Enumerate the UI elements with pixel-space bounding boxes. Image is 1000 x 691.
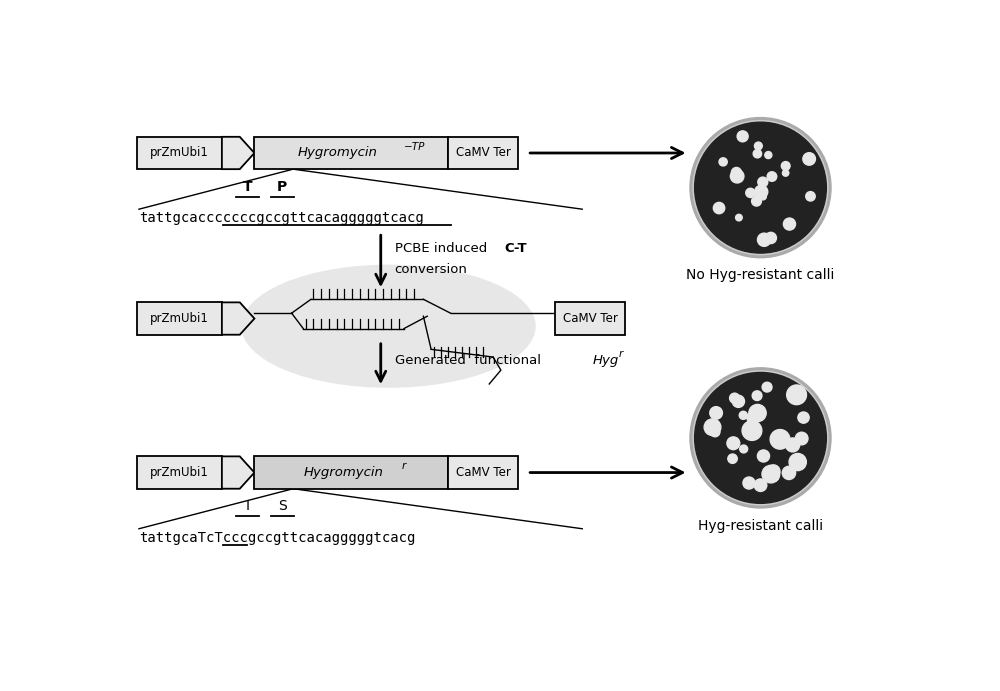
Circle shape	[757, 233, 771, 247]
Text: prZmUbi1: prZmUbi1	[150, 146, 209, 160]
Circle shape	[754, 142, 762, 150]
Circle shape	[690, 368, 831, 508]
Circle shape	[730, 169, 744, 183]
Text: S: S	[278, 500, 287, 513]
FancyBboxPatch shape	[137, 137, 222, 169]
Circle shape	[783, 218, 796, 230]
Circle shape	[754, 479, 767, 491]
Circle shape	[747, 412, 759, 424]
Circle shape	[760, 193, 766, 200]
Text: Hyg-resistant calli: Hyg-resistant calli	[698, 519, 823, 533]
Circle shape	[690, 117, 831, 258]
Circle shape	[755, 185, 768, 198]
Circle shape	[798, 412, 809, 423]
Text: C-T: C-T	[505, 242, 527, 254]
Circle shape	[765, 151, 772, 158]
Circle shape	[737, 131, 748, 142]
Circle shape	[742, 421, 762, 440]
Circle shape	[727, 437, 740, 450]
Circle shape	[787, 385, 806, 405]
Circle shape	[695, 122, 826, 253]
Circle shape	[767, 465, 780, 478]
Text: conversion: conversion	[395, 263, 468, 276]
Circle shape	[803, 153, 815, 165]
Circle shape	[710, 427, 720, 437]
Text: CaMV Ter: CaMV Ter	[456, 146, 510, 160]
FancyBboxPatch shape	[254, 137, 448, 169]
Circle shape	[753, 149, 762, 158]
Text: T: T	[243, 180, 252, 193]
Ellipse shape	[241, 265, 536, 388]
Circle shape	[782, 170, 789, 176]
Text: Hygromycin: Hygromycin	[297, 146, 377, 160]
FancyBboxPatch shape	[448, 456, 518, 489]
Text: PCBE induced: PCBE induced	[395, 242, 491, 254]
Circle shape	[762, 465, 780, 483]
Text: Generated  functional: Generated functional	[395, 354, 545, 367]
Circle shape	[786, 438, 800, 452]
Circle shape	[739, 411, 747, 419]
Circle shape	[767, 172, 777, 181]
Text: tattgcaTcTcccgccgttcacagggggtcacg: tattgcaTcTcccgccgttcacagggggtcacg	[139, 531, 415, 545]
Text: prZmUbi1: prZmUbi1	[150, 466, 209, 479]
Circle shape	[765, 232, 776, 244]
Circle shape	[746, 188, 755, 198]
FancyBboxPatch shape	[555, 303, 625, 334]
Text: tattgcacccccccgccgttcacagggggtcacg: tattgcacccccccgccgttcacagggggtcacg	[139, 211, 424, 225]
Circle shape	[769, 471, 779, 482]
Circle shape	[758, 177, 768, 187]
FancyBboxPatch shape	[137, 303, 222, 334]
Circle shape	[719, 158, 727, 166]
Circle shape	[750, 409, 761, 419]
Circle shape	[728, 454, 737, 464]
Circle shape	[782, 466, 796, 480]
FancyBboxPatch shape	[137, 456, 222, 489]
Circle shape	[736, 214, 742, 221]
Text: CaMV Ter: CaMV Ter	[563, 312, 617, 325]
Circle shape	[693, 121, 828, 254]
Circle shape	[731, 167, 741, 178]
Circle shape	[795, 432, 808, 445]
Text: prZmUbi1: prZmUbi1	[150, 312, 209, 325]
Text: P: P	[277, 180, 287, 193]
Circle shape	[749, 404, 766, 422]
Text: I: I	[245, 500, 249, 513]
Polygon shape	[222, 137, 254, 169]
Text: −TP: −TP	[404, 142, 425, 152]
Text: Hyg: Hyg	[592, 354, 619, 367]
Circle shape	[732, 395, 745, 408]
FancyBboxPatch shape	[448, 137, 518, 169]
Circle shape	[693, 371, 828, 505]
Circle shape	[752, 196, 761, 206]
Circle shape	[781, 162, 790, 170]
Polygon shape	[222, 456, 254, 489]
FancyBboxPatch shape	[254, 456, 448, 489]
Circle shape	[757, 450, 770, 462]
Circle shape	[752, 391, 762, 401]
Circle shape	[743, 477, 755, 489]
Circle shape	[762, 382, 772, 392]
Polygon shape	[222, 303, 254, 334]
Circle shape	[695, 372, 826, 503]
Text: No Hyg-resistant calli: No Hyg-resistant calli	[686, 269, 835, 283]
Circle shape	[713, 202, 725, 214]
Circle shape	[770, 430, 790, 449]
Circle shape	[806, 191, 815, 201]
Text: r: r	[619, 349, 623, 359]
Circle shape	[710, 406, 722, 419]
Circle shape	[730, 393, 740, 403]
Circle shape	[740, 445, 748, 453]
Circle shape	[789, 453, 806, 471]
Text: CaMV Ter: CaMV Ter	[456, 466, 510, 479]
Circle shape	[704, 419, 721, 435]
Text: Hygromycin: Hygromycin	[304, 466, 383, 479]
Text: r: r	[402, 462, 406, 471]
